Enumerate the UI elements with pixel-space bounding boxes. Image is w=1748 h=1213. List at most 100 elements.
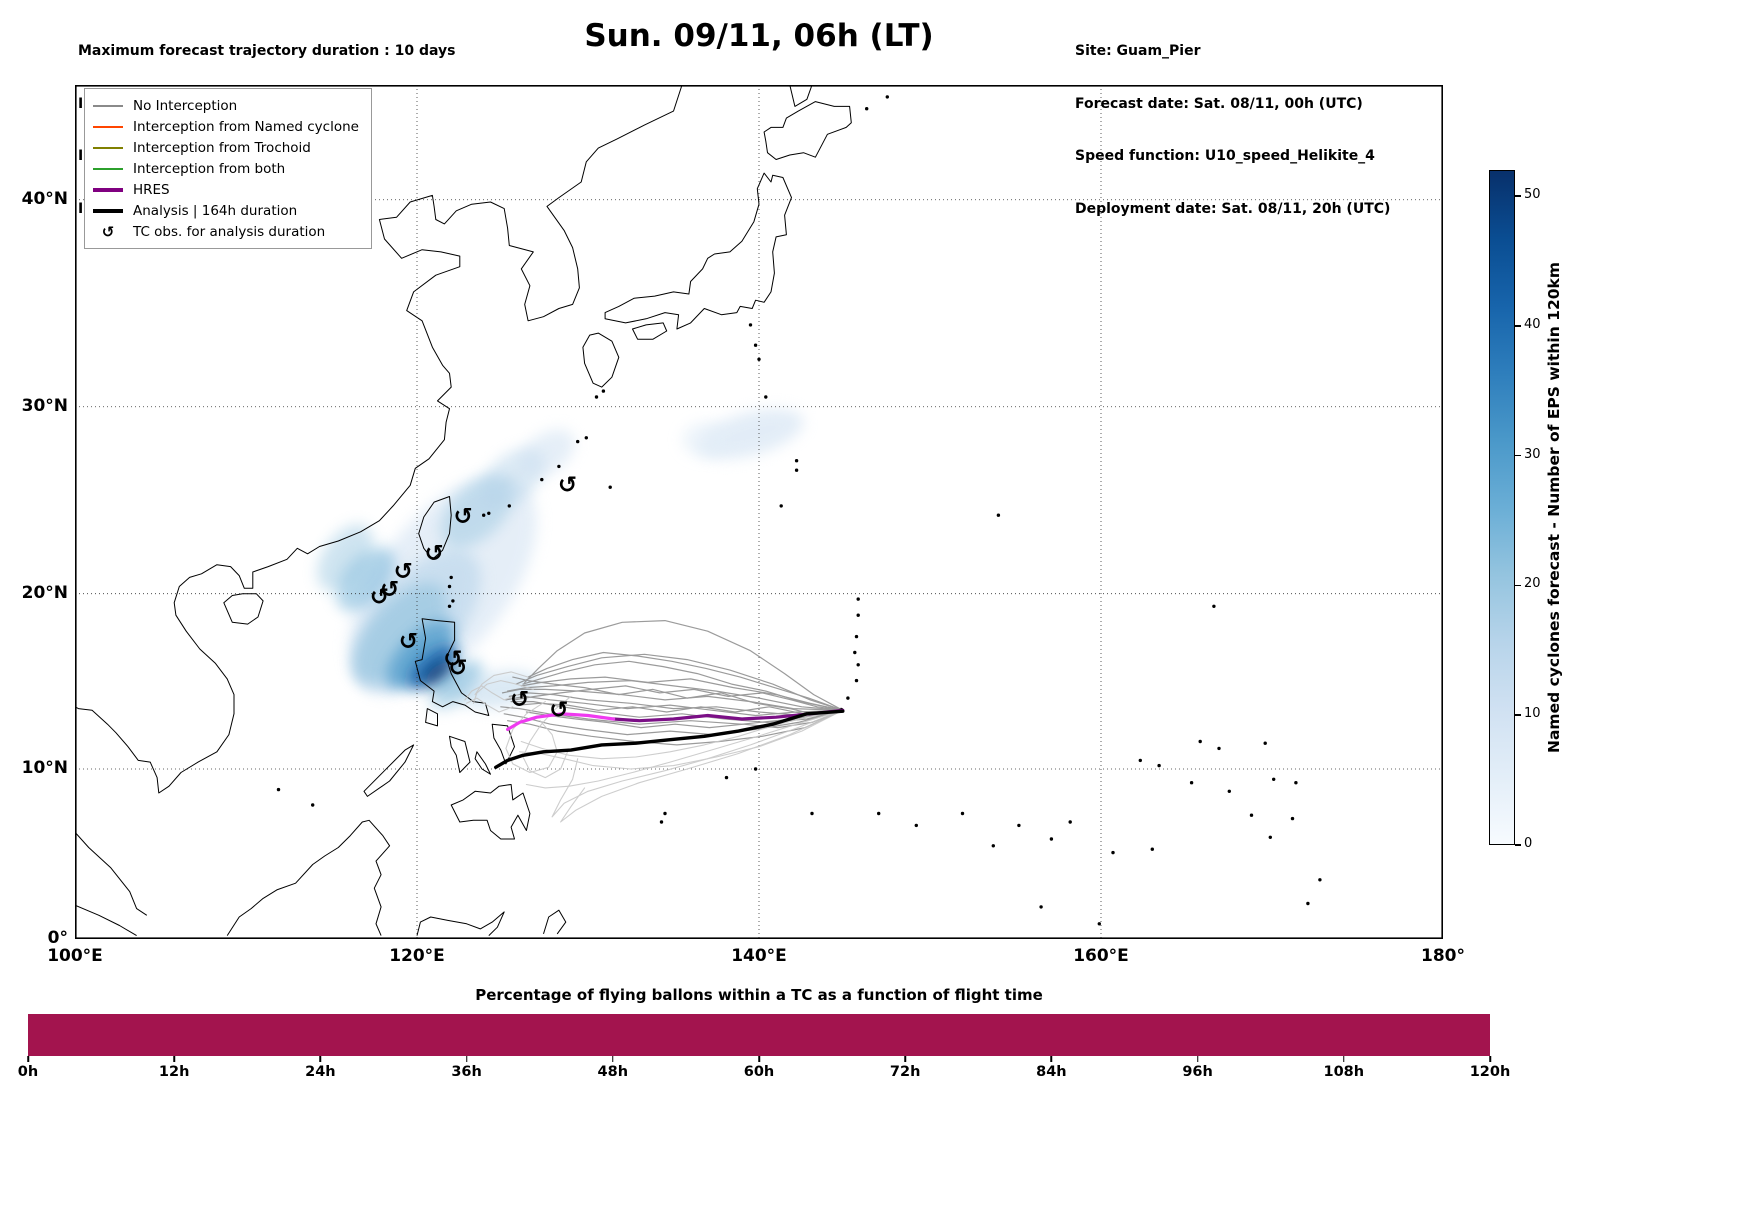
ensemble-no-interception-trajectory	[505, 695, 844, 717]
density-blob	[519, 429, 575, 477]
bottom-axis-tick	[319, 1056, 322, 1062]
island-dot	[856, 613, 860, 617]
tc-obs-symbol: ↺	[380, 577, 399, 603]
island-dot	[1272, 777, 1276, 781]
series-ensemble-no-interception	[500, 619, 844, 746]
island-dot	[996, 513, 1001, 517]
series-ensemble-light	[464, 671, 844, 823]
colorbar-tick	[1515, 714, 1521, 716]
island-dot	[854, 678, 859, 683]
legend-line-sample	[93, 208, 123, 213]
bottom-axis-tick	[612, 1056, 614, 1062]
tc-obs-symbol: ↺	[443, 647, 462, 673]
island-dot	[663, 811, 667, 816]
ensemble-no-interception-trajectory	[527, 651, 844, 711]
main-title: Sun. 09/11, 06h (LT)	[584, 18, 934, 54]
header-right-line3: Speed function: U10_speed_Helikite_4	[1075, 148, 1375, 164]
legend-item: HRES	[93, 179, 359, 200]
island-outline	[491, 723, 515, 765]
series-analysis	[494, 709, 845, 769]
lat-tick-label: 0°	[47, 928, 68, 948]
island-dot	[447, 604, 452, 608]
bottom-axis-tick	[1343, 1056, 1345, 1062]
tc-obs-glyph: ↺	[101, 222, 115, 241]
colorbar-tick	[1515, 584, 1521, 587]
island-outline	[632, 322, 668, 340]
lon-tick-label: 180°	[1421, 946, 1465, 966]
ensemble-no-interception-trajectory	[522, 660, 844, 711]
legend-item-label: TC obs. for analysis duration	[133, 223, 326, 240]
header-right: Site: Guam_Pier Forecast date: Sat. 08/1…	[1075, 8, 1390, 253]
island-dot	[794, 459, 799, 463]
legend-item: Analysis | 164h duration	[93, 200, 359, 221]
colorbar-tick-label: 50	[1524, 186, 1541, 202]
island-dot	[779, 504, 783, 508]
island-dot	[451, 599, 455, 603]
island-dot	[601, 389, 606, 393]
lon-tick-label: 140°E	[731, 946, 787, 966]
island-dot	[885, 95, 889, 99]
legend-item-label: Interception from Trochoid	[133, 139, 311, 156]
analysis-trajectory	[494, 709, 845, 769]
bottom-axis-tick-label: 36h	[451, 1064, 482, 1080]
legend-item: Interception from Named cyclone	[93, 116, 359, 137]
bottom-axis-tick-label: 48h	[597, 1064, 629, 1080]
island-dot	[576, 439, 580, 444]
density-blob	[352, 582, 447, 684]
island-dot	[1157, 763, 1161, 768]
island-dot	[1111, 850, 1115, 855]
ensemble-no-interception-trajectory	[512, 676, 844, 717]
coastline	[416, 911, 505, 936]
ensemble-light-trajectory	[464, 685, 519, 701]
island-outline	[363, 744, 415, 797]
colorbar-tick-label: 0	[1524, 836, 1533, 851]
island-dot	[1306, 901, 1310, 906]
island-dot	[856, 663, 860, 667]
trajectory-map: ↺↺↺↺↺↺↺↺↺↺ ↺	[75, 85, 1443, 939]
island-dot	[960, 811, 965, 816]
island-dot	[1097, 922, 1101, 926]
map-panel: ↺ ↺ ↺ ↺ ↺ ↺ ↺ ↺ ↺ ↺ ↺ No Interception Interception …	[75, 85, 1443, 939]
island-dot	[853, 650, 857, 655]
colorbar-tick	[1515, 195, 1521, 197]
island-dot	[1290, 816, 1295, 821]
map-frame	[75, 85, 1443, 939]
island-dot	[1138, 758, 1143, 763]
tc-obs-symbol: ↺	[448, 655, 467, 681]
island-dot	[482, 513, 486, 517]
island-dot	[540, 477, 544, 482]
colorbar-tick	[1515, 454, 1521, 457]
island-outline	[474, 751, 491, 775]
legend-line-sample	[93, 146, 123, 149]
island-dot	[1268, 835, 1273, 839]
island-dot	[1150, 847, 1155, 851]
bottom-axis-tick-label: 12h	[158, 1064, 190, 1080]
legend-line-sample	[93, 187, 123, 192]
tc-obs-symbol: ↺	[424, 541, 443, 567]
legend-line-sample	[93, 167, 123, 170]
coastline	[75, 831, 148, 916]
island-outline	[425, 708, 438, 727]
legend-item-label: HRES	[133, 181, 170, 198]
bottom-axis-tick-label: 108h	[1323, 1064, 1365, 1080]
colorbar-tick-label: 20	[1524, 576, 1541, 592]
lon-tick-label: 160°E	[1073, 946, 1129, 966]
ensemble-light-trajectory	[466, 697, 514, 713]
map-legend: No Interception Interception from Named c…	[84, 88, 372, 249]
colorbar-tick-label: 30	[1524, 446, 1541, 462]
island-dot	[1049, 837, 1054, 841]
island-outline	[418, 496, 452, 560]
coastline	[543, 909, 567, 935]
ensemble-light-trajectory	[560, 709, 844, 823]
island-dot	[764, 395, 768, 399]
ensemble-no-interception-trajectory	[513, 685, 844, 711]
bottom-axis-tick-label: 60h	[743, 1064, 775, 1080]
coastline	[75, 85, 683, 794]
lat-tick-label: 30°N	[21, 395, 68, 416]
legend-item-label: Interception from Named cyclone	[133, 118, 359, 135]
island-dot	[557, 464, 561, 469]
bottom-axis-tick	[1050, 1056, 1053, 1062]
island-dot	[487, 511, 491, 515]
ensemble-no-interception-trajectory	[507, 679, 844, 711]
colorbar-label: Named cyclones forecast - Number of EPS …	[1545, 262, 1563, 753]
